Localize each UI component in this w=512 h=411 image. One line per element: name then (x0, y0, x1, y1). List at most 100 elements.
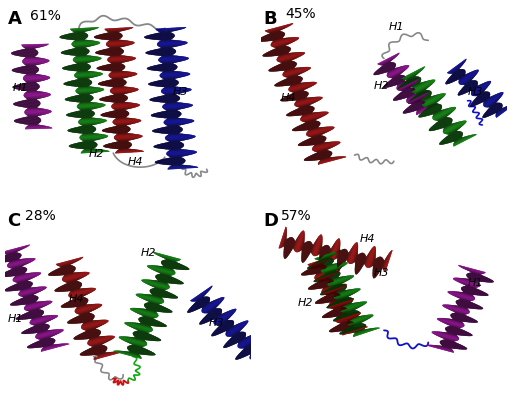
Polygon shape (442, 345, 456, 349)
Polygon shape (23, 62, 49, 63)
Polygon shape (155, 69, 176, 71)
Polygon shape (476, 95, 490, 105)
Polygon shape (75, 60, 97, 62)
Polygon shape (13, 85, 39, 87)
Polygon shape (153, 129, 183, 132)
Polygon shape (416, 104, 436, 114)
Polygon shape (0, 254, 21, 262)
Polygon shape (398, 77, 419, 88)
Polygon shape (317, 271, 338, 279)
Polygon shape (293, 240, 296, 249)
Polygon shape (161, 79, 175, 80)
Polygon shape (156, 54, 174, 55)
Polygon shape (147, 67, 177, 69)
Polygon shape (73, 41, 96, 42)
Polygon shape (159, 116, 179, 118)
Polygon shape (464, 286, 482, 291)
Polygon shape (203, 311, 222, 323)
Polygon shape (308, 259, 333, 267)
Polygon shape (463, 291, 476, 295)
Polygon shape (440, 341, 467, 349)
Polygon shape (309, 282, 333, 290)
Polygon shape (379, 55, 398, 65)
Polygon shape (63, 68, 91, 69)
Polygon shape (292, 106, 311, 111)
Polygon shape (24, 309, 40, 314)
Polygon shape (478, 95, 490, 104)
Polygon shape (159, 132, 181, 133)
Polygon shape (168, 140, 185, 141)
Polygon shape (35, 329, 61, 336)
Polygon shape (83, 133, 94, 134)
Polygon shape (151, 114, 181, 116)
Polygon shape (202, 300, 214, 309)
Polygon shape (349, 242, 357, 264)
Polygon shape (431, 109, 441, 115)
Polygon shape (226, 321, 247, 335)
Polygon shape (25, 96, 49, 97)
Polygon shape (6, 284, 33, 291)
Polygon shape (312, 142, 340, 150)
Polygon shape (399, 79, 421, 90)
Polygon shape (170, 149, 182, 150)
Polygon shape (157, 162, 185, 164)
Polygon shape (73, 296, 84, 299)
Polygon shape (468, 278, 482, 282)
Polygon shape (110, 142, 130, 143)
Polygon shape (475, 92, 485, 100)
Polygon shape (306, 269, 326, 275)
Polygon shape (17, 118, 40, 119)
Polygon shape (347, 315, 368, 322)
Polygon shape (278, 76, 301, 83)
Polygon shape (60, 35, 88, 37)
Polygon shape (438, 318, 464, 326)
Polygon shape (355, 254, 358, 265)
Polygon shape (433, 331, 459, 339)
Polygon shape (406, 101, 422, 110)
Polygon shape (11, 265, 26, 268)
Polygon shape (471, 92, 490, 106)
Polygon shape (95, 51, 124, 53)
Polygon shape (303, 116, 324, 122)
Polygon shape (353, 328, 380, 337)
Polygon shape (187, 297, 209, 312)
Polygon shape (104, 95, 126, 97)
Polygon shape (242, 339, 256, 349)
Polygon shape (461, 283, 477, 288)
Polygon shape (313, 236, 320, 256)
Polygon shape (243, 340, 254, 349)
Polygon shape (26, 57, 37, 58)
Polygon shape (323, 310, 347, 318)
Polygon shape (20, 287, 36, 291)
Polygon shape (81, 134, 103, 136)
Polygon shape (393, 90, 415, 101)
Polygon shape (147, 266, 175, 273)
Polygon shape (154, 266, 175, 271)
Polygon shape (79, 122, 104, 124)
Polygon shape (318, 271, 338, 278)
Polygon shape (111, 72, 129, 73)
Polygon shape (236, 337, 245, 344)
Polygon shape (148, 266, 175, 273)
Polygon shape (293, 238, 297, 249)
Polygon shape (106, 95, 125, 97)
Polygon shape (451, 314, 478, 322)
Polygon shape (156, 275, 183, 283)
Polygon shape (458, 81, 477, 95)
Polygon shape (293, 89, 306, 92)
Polygon shape (422, 96, 431, 101)
Polygon shape (152, 84, 178, 86)
Polygon shape (13, 272, 39, 279)
Polygon shape (22, 83, 37, 84)
Polygon shape (374, 62, 394, 73)
Polygon shape (323, 309, 347, 318)
Polygon shape (271, 37, 297, 44)
Polygon shape (25, 48, 36, 49)
Text: H1: H1 (389, 22, 404, 32)
Polygon shape (456, 302, 483, 309)
Polygon shape (27, 315, 42, 319)
Polygon shape (78, 120, 106, 122)
Polygon shape (77, 313, 90, 316)
Polygon shape (36, 330, 63, 338)
Polygon shape (162, 72, 182, 73)
